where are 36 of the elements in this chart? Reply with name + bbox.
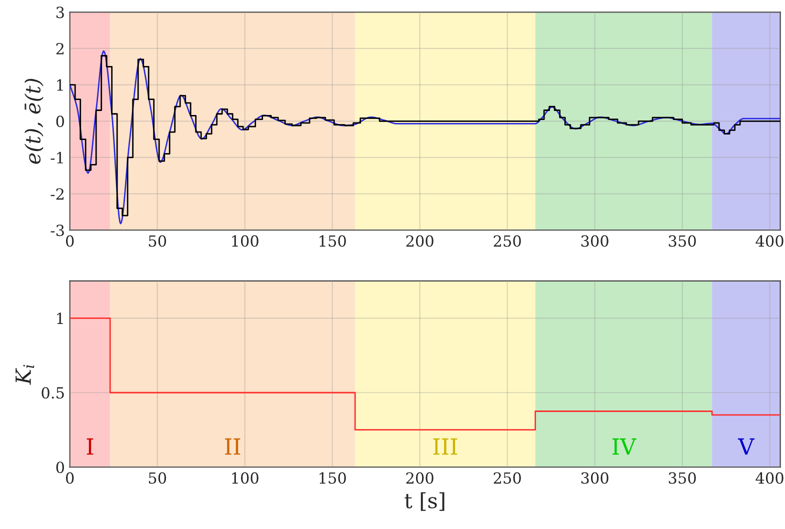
y-tick-label: 3 bbox=[56, 6, 64, 18]
x-tick-label: 0 bbox=[66, 472, 74, 484]
x-tick-label: 150 bbox=[320, 235, 346, 247]
x-tick-label: 200 bbox=[406, 235, 434, 247]
x-tick-label: 300 bbox=[581, 472, 608, 484]
x-tick-label: 50 bbox=[148, 235, 166, 247]
x-tick-label: 350 bbox=[668, 472, 696, 484]
y-tick-label: 0 bbox=[56, 116, 64, 128]
x-tick-label: 400 bbox=[756, 235, 784, 247]
y-axis-title: e(t), ē(t) bbox=[24, 78, 44, 164]
x-tick-label: 100 bbox=[232, 235, 258, 247]
x-tick-label: 250 bbox=[494, 235, 521, 247]
x-tick-label: 100 bbox=[232, 472, 258, 484]
x-tick-label: 300 bbox=[581, 235, 608, 247]
x-tick-label: 50 bbox=[148, 472, 166, 484]
x-tick-label: 200 bbox=[406, 472, 434, 484]
y-tick-label: -1 bbox=[50, 152, 63, 164]
band-label: V bbox=[738, 438, 755, 455]
band-label: I bbox=[86, 438, 94, 455]
y-tick-label: 1 bbox=[57, 79, 63, 91]
y-tick-label: -2 bbox=[50, 188, 64, 200]
y-tick-label: 2 bbox=[56, 42, 64, 54]
y-tick-label: 0 bbox=[56, 462, 64, 474]
x-axis-title: t [s] bbox=[404, 492, 444, 511]
x-tick-label: 400 bbox=[756, 472, 784, 484]
y-axis-title: K$_{i}$ bbox=[16, 364, 34, 385]
y-tick-label: -3 bbox=[50, 224, 64, 236]
x-tick-label: 0 bbox=[66, 235, 74, 247]
y-tick-label: 1 bbox=[57, 312, 63, 324]
x-tick-label: 150 bbox=[320, 472, 346, 484]
band-label: II bbox=[225, 438, 240, 455]
band-label: III bbox=[433, 438, 458, 455]
band-label: IV bbox=[612, 438, 636, 455]
y-tick-label: 0.5 bbox=[42, 387, 64, 399]
x-tick-label: 350 bbox=[668, 235, 696, 247]
x-tick-label: 250 bbox=[494, 472, 521, 484]
